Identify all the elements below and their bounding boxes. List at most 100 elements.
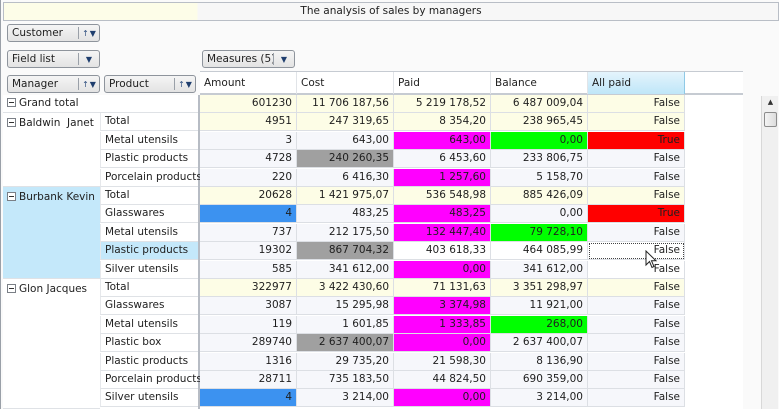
product-header[interactable]: Plastic products (100, 242, 198, 261)
cell-all-paid[interactable]: False (588, 371, 685, 389)
product-header[interactable]: Metal utensils (100, 131, 198, 150)
manager-header-burbank[interactable]: Burbank Kevin (3, 187, 100, 279)
product-header[interactable]: Total (100, 279, 198, 297)
cell-all-paid[interactable]: False (588, 315, 685, 334)
column-header-balance[interactable]: Balance (491, 72, 588, 94)
customer-sort-filter-button[interactable]: ↑ ▼ (79, 29, 99, 38)
product-header[interactable]: Total (100, 113, 198, 132)
cell-cost[interactable]: 341 612,00 (297, 260, 394, 279)
cell-amount[interactable]: 19302 (200, 242, 297, 261)
column-header-paid[interactable]: Paid (394, 72, 491, 94)
cell-all-paid[interactable]: False (588, 168, 685, 187)
cell-cost[interactable]: 1 421 975,07 (297, 187, 394, 205)
cell-all-paid[interactable]: False (588, 187, 685, 205)
cell-all-paid[interactable]: False (588, 150, 685, 169)
cell-paid[interactable]: 643,00 (394, 131, 491, 150)
product-header[interactable]: Metal utensils (100, 315, 198, 334)
cell-amount[interactable]: 4 (200, 205, 297, 224)
cell-cost[interactable]: 240 260,35 (297, 150, 394, 169)
cell-cost[interactable]: 212 175,50 (297, 223, 394, 242)
cell-amount[interactable]: 20628 (200, 187, 297, 205)
cell-balance[interactable]: 341 612,00 (491, 260, 588, 279)
column-header-all-paid[interactable]: All paid (588, 72, 685, 94)
cell-all-paid[interactable]: True (588, 131, 685, 150)
cell-balance[interactable]: 11 921,00 (491, 297, 588, 316)
product-header[interactable]: Plastic products (100, 352, 198, 371)
collapse-icon[interactable] (7, 284, 16, 293)
product-header[interactable]: Porcelain products (100, 371, 202, 389)
cell-paid[interactable]: 0,00 (394, 260, 491, 279)
cell-paid[interactable]: 536 548,98 (394, 187, 491, 205)
cell-balance[interactable]: 3 351 298,97 (491, 279, 588, 297)
cell-balance[interactable]: 3 214,00 (491, 389, 588, 408)
cell-all-paid[interactable]: False (588, 95, 685, 113)
cell-all-paid[interactable]: False (588, 297, 685, 316)
cell-balance[interactable]: 0,00 (491, 205, 588, 224)
vertical-scrollbar[interactable]: ▲ (761, 96, 778, 409)
product-header[interactable]: Plastic box (100, 334, 198, 353)
product-header[interactable]: Plastic products (100, 150, 198, 169)
cell-balance[interactable]: 238 965,45 (491, 113, 588, 132)
cell-amount[interactable]: 1316 (200, 352, 297, 371)
cell-paid[interactable]: 44 824,50 (394, 371, 491, 389)
cell-balance[interactable]: 0,00 (491, 131, 588, 150)
product-header[interactable]: Silver utensils (100, 260, 198, 279)
cell-cost[interactable]: 29 735,20 (297, 352, 394, 371)
cell-paid[interactable]: 0,00 (394, 334, 491, 353)
cell-amount[interactable]: 28711 (200, 371, 297, 389)
cell-amount[interactable]: 737 (200, 223, 297, 242)
cell-all-paid[interactable]: False (588, 334, 685, 353)
product-header[interactable]: Glasswares (100, 297, 198, 316)
cell-all-paid[interactable]: False (588, 223, 685, 242)
cell-amount[interactable]: 3087 (200, 297, 297, 316)
cell-all-paid[interactable]: False (588, 279, 685, 297)
cell-amount[interactable]: 4728 (200, 150, 297, 169)
cell-cost[interactable]: 247 319,65 (297, 113, 394, 132)
cell-balance[interactable]: 690 359,00 (491, 371, 588, 389)
field-list-button[interactable]: Field list ▼ (7, 50, 100, 68)
cell-paid[interactable]: 8 354,20 (394, 113, 491, 132)
cell-amount[interactable]: 220 (200, 168, 297, 187)
cell-amount[interactable]: 322977 (200, 279, 297, 297)
cell-balance[interactable]: 8 136,90 (491, 352, 588, 371)
field-list-dropdown[interactable]: ▼ (79, 55, 99, 64)
manager-header-glon[interactable]: Glon Jacques (3, 279, 100, 409)
cell-cost[interactable]: 643,00 (297, 131, 394, 150)
cell-cost[interactable]: 735 183,50 (297, 371, 394, 389)
collapse-icon[interactable] (7, 98, 16, 107)
cell-amount[interactable]: 601230 (200, 95, 297, 113)
cell-paid[interactable]: 403 618,33 (394, 242, 491, 261)
product-header[interactable]: Silver utensils (100, 389, 198, 408)
cell-all-paid[interactable]: False (588, 260, 685, 279)
cell-all-paid-focused[interactable]: False (588, 242, 685, 261)
cell-cost[interactable]: 1 601,85 (297, 315, 394, 334)
cell-balance[interactable]: 5 158,70 (491, 168, 588, 187)
column-header-amount[interactable]: Amount (200, 72, 297, 94)
product-header[interactable]: Porcelain products (100, 168, 202, 187)
scrollbar-thumb[interactable] (764, 112, 777, 127)
cell-all-paid[interactable]: False (588, 389, 685, 408)
cell-balance[interactable]: 79 728,10 (491, 223, 588, 242)
cell-paid[interactable]: 71 131,63 (394, 279, 491, 297)
cell-balance[interactable]: 464 085,99 (491, 242, 588, 261)
measures-button[interactable]: Measures (5) ▼ (202, 50, 295, 68)
cell-all-paid[interactable]: False (588, 113, 685, 132)
cell-paid[interactable]: 3 374,98 (394, 297, 491, 316)
cell-paid[interactable]: 5 219 178,52 (394, 95, 491, 113)
cell-paid[interactable]: 21 598,30 (394, 352, 491, 371)
cell-paid[interactable]: 1 257,60 (394, 168, 491, 187)
cell-cost[interactable]: 2 637 400,07 (297, 334, 394, 353)
product-header[interactable]: Glasswares (100, 205, 198, 224)
cell-amount[interactable]: 4951 (200, 113, 297, 132)
cell-amount[interactable]: 4 (200, 389, 297, 408)
product-header[interactable]: Metal utensils (100, 223, 198, 242)
cell-balance[interactable]: 2 637 400,07 (491, 334, 588, 353)
cell-amount[interactable]: 3 (200, 131, 297, 150)
cell-cost[interactable]: 15 295,98 (297, 297, 394, 316)
cell-cost[interactable]: 3 214,00 (297, 389, 394, 408)
manager-sort-filter-button[interactable]: ↑ ▼ (79, 80, 99, 89)
collapse-icon[interactable] (7, 192, 16, 201)
cell-cost[interactable]: 483,25 (297, 205, 394, 224)
manager-header-baldwin[interactable]: Baldwin Janet (3, 113, 100, 187)
measures-dropdown[interactable]: ▼ (274, 55, 294, 64)
